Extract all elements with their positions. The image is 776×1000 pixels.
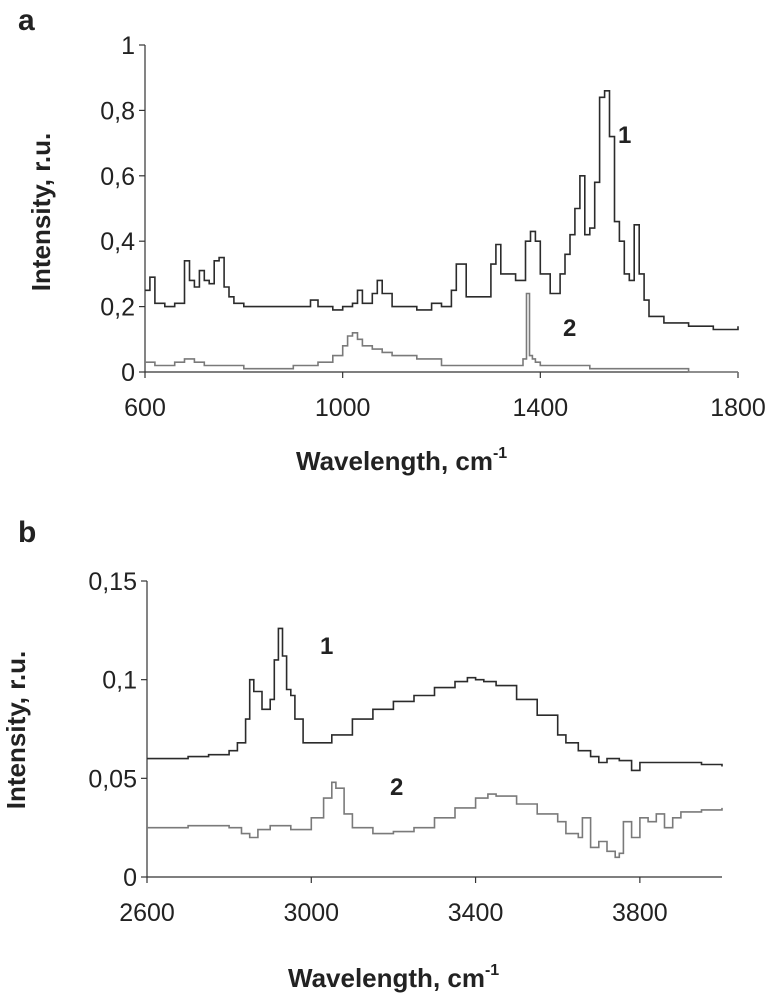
panel-a-x-tick-label: 600 [124,394,166,422]
panel-b-series-1-line [147,627,723,772]
panel-a-y-tick-label: 0,6 [100,163,135,191]
panel-b-x-tick-label: 3800 [612,899,668,927]
panel-b-x-tick-label: 3400 [448,899,504,927]
panel-b-chart: b 0 0,05 0,1 0,15 2600 3000 3400 3800 1 2 Inte… [1,516,723,993]
panel-a-series-2-line [145,292,738,373]
panel-b-series [147,627,723,859]
panel-b-y-ticks: 0 0,05 0,1 0,15 [88,568,147,892]
panel-a-x-axis-label: Wavelength, cm-1 [296,445,507,476]
panel-b-x-ticks: 2600 3000 3400 3800 [119,877,668,927]
panel-b-series-1-label: 1 [320,633,333,660]
panel-b-label: b [18,516,36,549]
panel-b-y-axis-label: Intensity, r.u. [1,651,31,809]
panel-b-y-tick-label: 0 [123,864,137,892]
panel-b-x-axis-label: Wavelength, cm-1 [288,962,499,993]
panel-a-x-ticks: 600 1000 1400 1800 [124,372,766,422]
panel-b-axes [146,581,722,878]
panel-a-series-2-label: 2 [563,315,576,342]
panel-b-series-2-line [147,781,723,859]
panel-b-x-axis-label-superscript: -1 [485,962,499,979]
panel-a-x-tick-label: 1400 [513,394,569,422]
panel-b-y-tick-label: 0,15 [88,568,137,596]
panel-a-y-tick-label: 0,4 [100,228,135,256]
panel-b-x-tick-label: 2600 [119,899,175,927]
panel-a-x-axis-label-text: Wavelength, cm [296,446,493,476]
panel-a-label: a [18,4,35,37]
panel-a-y-axis-label: Intensity, r.u. [26,133,56,291]
panel-a-x-tick-label: 1000 [315,394,371,422]
panel-a-axes [144,45,738,373]
panel-a-y-tick-label: 0,8 [100,97,135,125]
panel-b-series-2-label: 2 [390,774,403,801]
panel-a-series-1-line [145,90,739,331]
panel-a-x-tick-label: 1800 [710,394,766,422]
panel-a-series-1-label: 1 [618,122,631,149]
panel-a-chart: a 0 0,2 0,4 0,6 0,8 1 600 1000 1400 1800 1 2 Int… [18,4,766,476]
panel-b-x-axis-label-text: Wavelength, cm [288,963,485,993]
panel-b-y-tick-label: 0,05 [88,765,137,793]
panel-a-y-tick-label: 1 [121,32,135,60]
panel-a-series [145,90,739,373]
panel-a-y-tick-label: 0 [121,359,135,387]
panel-b-y-tick-label: 0,1 [102,667,137,695]
panel-b-x-tick-label: 3000 [283,899,339,927]
panel-a-x-axis-label-superscript: -1 [493,445,507,462]
panel-a-y-ticks: 0 0,2 0,4 0,6 0,8 1 [100,32,145,387]
panel-a-y-tick-label: 0,2 [100,294,135,322]
